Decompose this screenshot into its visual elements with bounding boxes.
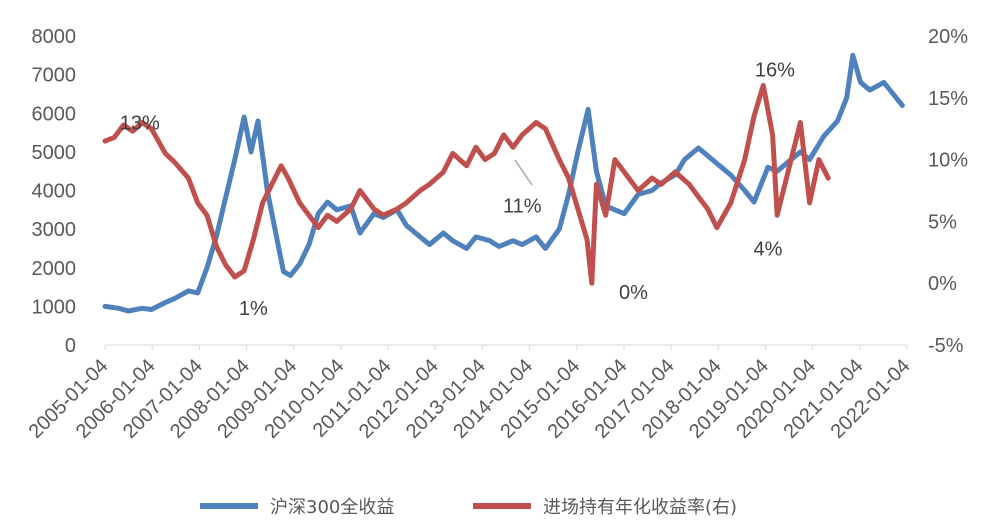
data-annotation: 13% (120, 113, 160, 135)
y-right-tick-label: 0% (928, 273, 957, 295)
annotation-layer: 13% 1% 11% 0% 4% 16% (120, 59, 795, 320)
y-left-tick-label: 2000 (32, 258, 77, 280)
y-axis-right: -5% 0% 5% 10% 15% 20% (928, 26, 968, 357)
y-left-tick-label: 4000 (32, 181, 77, 203)
y-left-tick-label: 1000 (32, 296, 77, 318)
data-annotation: 4% (753, 239, 782, 261)
y-right-tick-label: 20% (928, 26, 968, 48)
legend-label-hs300: 沪深300全收益 (270, 497, 394, 518)
y-left-tick-label: 5000 (32, 142, 77, 164)
legend-label-return: 进场持有年化收益率(右) (543, 497, 737, 518)
series-layer (102, 52, 905, 314)
y-left-tick-label: 8000 (32, 26, 77, 48)
y-left-tick-label: 3000 (32, 219, 77, 241)
y-left-tick-label: 7000 (32, 65, 77, 87)
annotation-leader-11 (514, 159, 533, 186)
data-annotation: 0% (619, 282, 648, 304)
data-annotation: 11% (503, 195, 542, 217)
y-axis-left: 0 1000 2000 3000 4000 5000 6000 7000 8000 (32, 26, 77, 357)
y-right-tick-label: -5% (928, 335, 964, 357)
data-annotation: 1% (239, 298, 268, 320)
data-annotation: 16% (755, 59, 795, 81)
y-right-tick-label: 10% (928, 150, 968, 172)
series-line-return (102, 82, 831, 286)
y-right-tick-label: 15% (928, 88, 968, 110)
y-left-tick-label: 0 (65, 335, 76, 357)
y-right-tick-label: 5% (928, 211, 957, 233)
legend: 沪深300全收益 进场持有年化收益率(右) (200, 497, 737, 518)
x-axis: 2005-01-042006-01-042007-01-042008-01-04… (25, 344, 915, 443)
y-left-tick-label: 6000 (32, 103, 77, 125)
